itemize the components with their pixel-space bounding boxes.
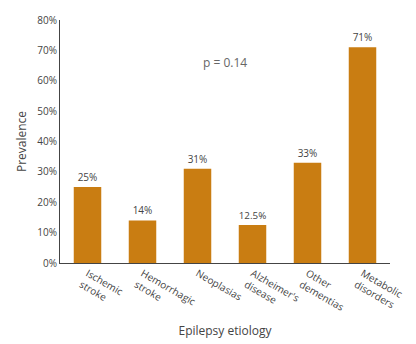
svg-text:p = 0.14: p = 0.14 [203, 54, 247, 71]
svg-text:70%: 70% [37, 43, 57, 57]
svg-text:Neoplasias: Neoplasias [194, 266, 245, 304]
svg-text:12.5%: 12.5% [239, 209, 266, 222]
svg-text:0%: 0% [43, 256, 57, 270]
svg-text:Hemorrhagicstroke: Hemorrhagicstroke [132, 266, 198, 320]
svg-text:Epilepsy etiology: Epilepsy etiology [178, 322, 272, 339]
svg-text:Otherdementias: Otherdementias [297, 266, 353, 314]
svg-text:30%: 30% [37, 164, 57, 178]
svg-text:50%: 50% [37, 104, 57, 118]
svg-text:10%: 10% [37, 225, 57, 239]
svg-text:71%: 71% [353, 30, 373, 44]
svg-text:Metabolicdisorders: Metabolicdisorders [352, 266, 405, 312]
svg-text:14%: 14% [133, 203, 153, 217]
svg-text:33%: 33% [298, 146, 318, 160]
svg-text:60%: 60% [37, 73, 57, 87]
svg-text:40%: 40% [37, 134, 57, 148]
svg-text:31%: 31% [188, 152, 208, 166]
svg-text:20%: 20% [37, 195, 57, 209]
svg-text:80%: 80% [37, 13, 57, 27]
svg-text:Ischemicstroke: Ischemicstroke [77, 266, 126, 310]
svg-text:Alzheimer'sdisease: Alzheimer'sdisease [242, 266, 302, 316]
svg-text:25%: 25% [78, 170, 98, 184]
svg-text:Prevalence: Prevalence [13, 111, 30, 172]
